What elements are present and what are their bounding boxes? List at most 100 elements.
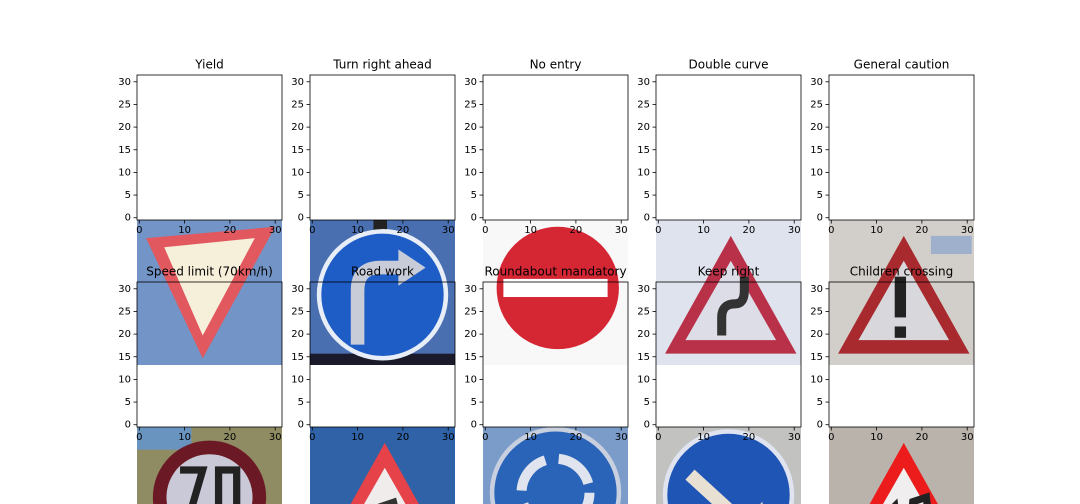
y-tick-label: 15 xyxy=(291,352,304,363)
y-tick-label: 30 xyxy=(291,284,304,295)
subplot: Road work 0 10 20 30 0 5 10 15 20 25 30 xyxy=(291,265,456,504)
y-tick-label: 15 xyxy=(810,352,823,363)
y-tick-label: 5 xyxy=(298,190,304,201)
x-tick-label: 0 xyxy=(482,225,488,236)
x-tick-label: 30 xyxy=(442,432,455,443)
y-tick-label: 25 xyxy=(464,306,477,317)
x-tick-label: 0 xyxy=(309,225,315,236)
y-tick-label: 5 xyxy=(125,190,131,201)
sign-symbol xyxy=(180,466,241,504)
y-tick-label: 10 xyxy=(637,167,650,178)
y-tick-label: 30 xyxy=(118,284,131,295)
y-tick-label: 10 xyxy=(810,167,823,178)
y-tick-label: 15 xyxy=(464,145,477,156)
sign-face xyxy=(164,238,255,336)
axes-frame xyxy=(482,74,629,221)
y-tick-label: 15 xyxy=(637,352,650,363)
x-tick-label: 0 xyxy=(828,432,834,443)
y-tick-label: 25 xyxy=(291,306,304,317)
subplot-title: Speed limit (70km/h) xyxy=(146,265,273,279)
x-tick-label: 0 xyxy=(655,432,661,443)
y-tick-label: 0 xyxy=(298,213,304,224)
sign-symbol xyxy=(894,276,907,318)
y-tick-label: 25 xyxy=(118,99,131,110)
y-tick-label: 10 xyxy=(810,374,823,385)
x-tick-label: 10 xyxy=(697,432,710,443)
y-tick-label: 30 xyxy=(464,284,477,295)
y-tick-label: 25 xyxy=(637,306,650,317)
axes-frame xyxy=(482,281,629,428)
y-tick-label: 25 xyxy=(118,306,131,317)
x-tick-label: 20 xyxy=(916,432,929,443)
subplot: General caution 0 10 20 30 0 5 10 15 20 25 30 xyxy=(810,58,975,365)
y-tick-label: 25 xyxy=(637,99,650,110)
y-tick-label: 0 xyxy=(817,420,823,431)
y-tick-label: 15 xyxy=(118,352,131,363)
y-tick-label: 5 xyxy=(817,190,823,201)
subplot: Turn right ahead 0 10 20 30 0 5 10 15 20 25 30 xyxy=(291,58,456,365)
y-tick-label: 5 xyxy=(644,190,650,201)
y-tick-label: 15 xyxy=(291,145,304,156)
y-tick-label: 5 xyxy=(298,397,304,408)
x-tick-label: 10 xyxy=(351,432,364,443)
image xyxy=(656,427,801,504)
x-tick-label: 20 xyxy=(397,225,410,236)
subplot-title: Children crossing xyxy=(850,265,953,279)
y-tick-label: 0 xyxy=(125,213,131,224)
subplot: No entry 0 10 20 30 0 5 10 15 20 25 30 xyxy=(464,58,629,365)
y-tick-label: 15 xyxy=(118,145,131,156)
x-tick-label: 20 xyxy=(224,225,237,236)
x-tick-label: 10 xyxy=(524,432,537,443)
image xyxy=(829,220,974,365)
sign-symbol xyxy=(717,276,749,336)
subplot-title: Roundabout mandatory xyxy=(484,265,626,279)
x-tick-label: 0 xyxy=(136,432,142,443)
x-tick-label: 20 xyxy=(916,225,929,236)
x-tick-label: 10 xyxy=(870,225,883,236)
x-tick-label: 20 xyxy=(570,432,583,443)
x-tick-label: 10 xyxy=(524,225,537,236)
image xyxy=(310,427,455,504)
y-tick-label: 30 xyxy=(810,284,823,295)
subplot: Speed limit (70km/h) 0 10 20 30 0 5 10 15 20 25 30 xyxy=(118,265,283,504)
y-tick-label: 5 xyxy=(644,397,650,408)
x-tick-label: 30 xyxy=(788,432,801,443)
y-tick-label: 25 xyxy=(810,99,823,110)
subplot-title: Double curve xyxy=(689,58,769,72)
axes-frame xyxy=(309,281,456,428)
y-tick-label: 20 xyxy=(637,122,650,133)
sign-bar xyxy=(503,278,608,298)
x-tick-label: 0 xyxy=(828,225,834,236)
sign-symbol xyxy=(891,492,931,504)
y-tick-label: 15 xyxy=(810,145,823,156)
sign-symbol xyxy=(377,497,398,504)
y-tick-label: 10 xyxy=(118,167,131,178)
axes-frame xyxy=(828,74,975,221)
axes-frame xyxy=(309,74,456,221)
x-tick-label: 0 xyxy=(482,432,488,443)
y-tick-label: 25 xyxy=(464,99,477,110)
y-tick-label: 30 xyxy=(637,284,650,295)
y-tick-label: 20 xyxy=(637,329,650,340)
x-tick-label: 30 xyxy=(269,225,282,236)
y-tick-label: 10 xyxy=(637,374,650,385)
sign-face xyxy=(364,467,406,504)
x-tick-label: 20 xyxy=(570,225,583,236)
x-tick-label: 10 xyxy=(178,432,191,443)
image xyxy=(310,220,455,365)
y-tick-label: 25 xyxy=(810,306,823,317)
y-tick-label: 30 xyxy=(118,77,131,88)
y-tick-label: 10 xyxy=(118,374,131,385)
subplot-title: General caution xyxy=(854,58,950,72)
y-tick-label: 0 xyxy=(471,420,477,431)
axes-frame xyxy=(136,74,283,221)
sign-arrow xyxy=(350,260,403,345)
y-tick-label: 15 xyxy=(637,145,650,156)
sign-face xyxy=(883,467,925,504)
y-tick-label: 20 xyxy=(810,122,823,133)
y-tick-label: 0 xyxy=(644,213,650,224)
y-tick-label: 30 xyxy=(810,77,823,88)
y-tick-label: 15 xyxy=(464,352,477,363)
y-tick-label: 10 xyxy=(291,167,304,178)
